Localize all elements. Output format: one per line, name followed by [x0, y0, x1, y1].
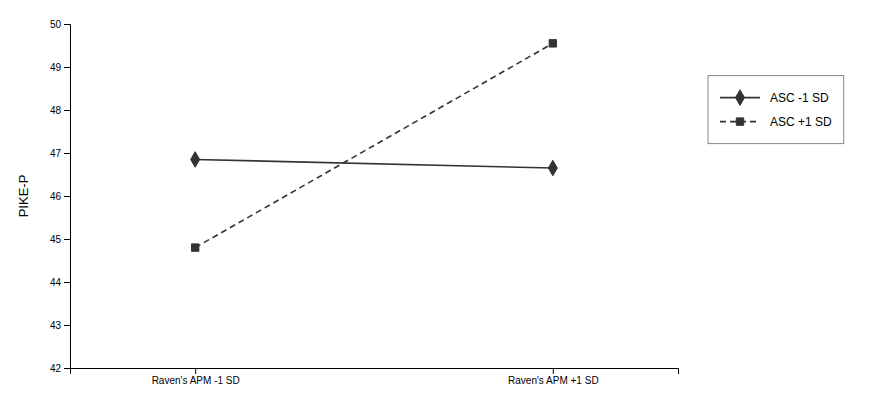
tick-label: 49	[50, 62, 62, 73]
tick-mark	[64, 153, 70, 154]
tick-label: 44	[50, 277, 62, 288]
axis-domain	[64, 25, 71, 369]
tick-mark	[64, 24, 70, 25]
y-axis-title: PIKE-P	[16, 175, 31, 218]
series-line	[195, 159, 553, 168]
chart: 424344454647484950Raven's APM -1 SDRaven…	[0, 0, 888, 418]
tick: 44	[50, 277, 70, 288]
tick: 49	[50, 62, 70, 73]
tick: 47	[50, 148, 70, 159]
tick-mark	[64, 325, 70, 326]
tick: 48	[50, 105, 70, 116]
tick: 45	[50, 234, 70, 245]
legend-label: ASC -1 SD	[770, 91, 829, 105]
tick: 42	[50, 363, 70, 374]
tick-label: 46	[50, 191, 62, 202]
tick: 50	[50, 19, 70, 30]
series-line	[195, 43, 553, 247]
tick-mark	[64, 282, 70, 283]
plot-area: 424344454647484950Raven's APM -1 SDRaven…	[50, 19, 679, 386]
legend: ASC -1 SD ASC +1 SD	[708, 76, 844, 144]
x-axis: Raven's APM -1 SD Raven's APM +1 SD	[71, 368, 679, 386]
marks	[191, 40, 558, 252]
data-point	[549, 40, 556, 47]
tick-label: Raven's APM -1 SD	[152, 375, 240, 386]
y-axis: 42 43 44 45 46 47 48 49 50	[50, 19, 71, 374]
tick-mark	[553, 368, 554, 374]
tick-label: 43	[50, 320, 62, 331]
tick-mark	[64, 110, 70, 111]
tick-label: 45	[50, 234, 62, 245]
tick: 46	[50, 191, 70, 202]
data-point	[548, 160, 557, 176]
tick-mark	[64, 67, 70, 68]
tick-label: 50	[50, 19, 62, 30]
tick-mark	[64, 368, 70, 369]
tick: Raven's APM -1 SD	[152, 368, 240, 386]
tick-label: 47	[50, 148, 62, 159]
legend-marker	[736, 118, 743, 125]
legend-box	[708, 76, 844, 144]
legend-marker	[736, 90, 745, 106]
axis-domain	[71, 369, 679, 375]
tick-label: Raven's APM +1 SD	[508, 375, 599, 386]
tick-mark	[195, 368, 196, 374]
legend-label: ASC +1 SD	[770, 115, 832, 129]
tick: 43	[50, 320, 70, 331]
tick-mark	[64, 239, 70, 240]
tick-label: 42	[50, 363, 62, 374]
tick-mark	[64, 196, 70, 197]
data-point	[191, 152, 200, 168]
tick: Raven's APM +1 SD	[508, 368, 599, 386]
tick-label: 48	[50, 105, 62, 116]
data-point	[191, 244, 198, 251]
